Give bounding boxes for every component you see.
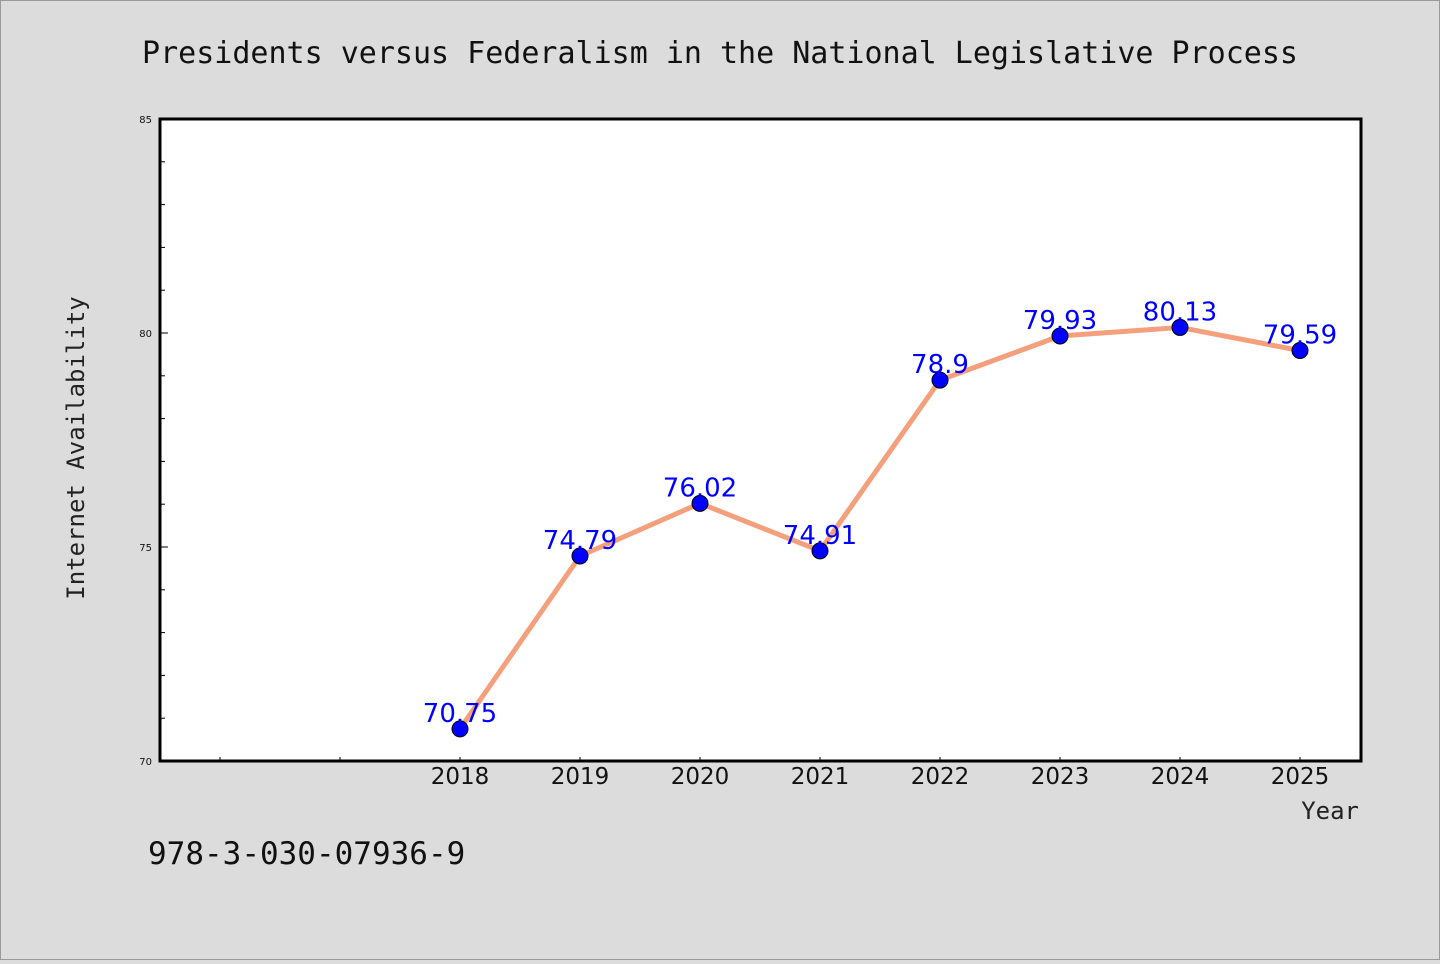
y-tick-label: 85 xyxy=(139,115,152,126)
data-value-label: 79.59 xyxy=(1263,321,1337,351)
data-value-label: 79.93 xyxy=(1023,306,1097,336)
x-axis-title: Year xyxy=(1301,797,1359,825)
data-value-label: 78.9 xyxy=(911,350,969,380)
data-value-label: 74.91 xyxy=(783,521,857,551)
y-axis-title: Internet Availability xyxy=(62,296,90,599)
data-point-marker xyxy=(451,720,469,738)
x-axis-ticks: 2018 2019 2020 2021 2022 2023 2024 2025 xyxy=(219,757,1330,790)
y-tick-label: 75 xyxy=(139,543,152,554)
x-tick-label: 2020 xyxy=(671,764,730,790)
x-tick-label: 2019 xyxy=(551,764,610,790)
x-tick-label: 2024 xyxy=(1151,764,1210,790)
x-tick-label: 2021 xyxy=(791,764,850,790)
data-value-label: 76.02 xyxy=(663,473,737,503)
x-tick-label: 2022 xyxy=(911,764,970,790)
x-tick-label: 2018 xyxy=(431,764,490,790)
chart-title: Presidents versus Federalism in the Nati… xyxy=(142,36,1298,71)
y-axis-ticks: 70 75 80 85 xyxy=(139,115,168,768)
data-point-marker xyxy=(1171,318,1189,336)
x-tick-label: 2023 xyxy=(1031,764,1090,790)
data-value-label: 70.75 xyxy=(423,699,497,729)
data-labels: 70.75 74.79 76.02 74.91 78.9 79.93 80.13 79.59 xyxy=(423,297,1337,728)
isbn-code: 978-3-030-07936-9 xyxy=(148,836,465,872)
data-point-marker xyxy=(691,494,709,512)
data-point-marker xyxy=(571,547,589,565)
data-value-label: 74.79 xyxy=(543,526,617,556)
data-value-label: 80.13 xyxy=(1143,297,1217,327)
series-line xyxy=(457,324,1303,732)
plot-area xyxy=(158,117,1363,763)
series-line-group xyxy=(451,318,1309,738)
data-point-marker xyxy=(811,542,829,560)
data-point-marker xyxy=(1291,342,1309,360)
y-tick-label: 80 xyxy=(139,329,152,340)
data-point-marker xyxy=(1051,327,1069,345)
data-point-marker xyxy=(931,371,949,389)
x-tick-label: 2025 xyxy=(1271,764,1330,790)
y-tick-label: 70 xyxy=(139,757,152,768)
